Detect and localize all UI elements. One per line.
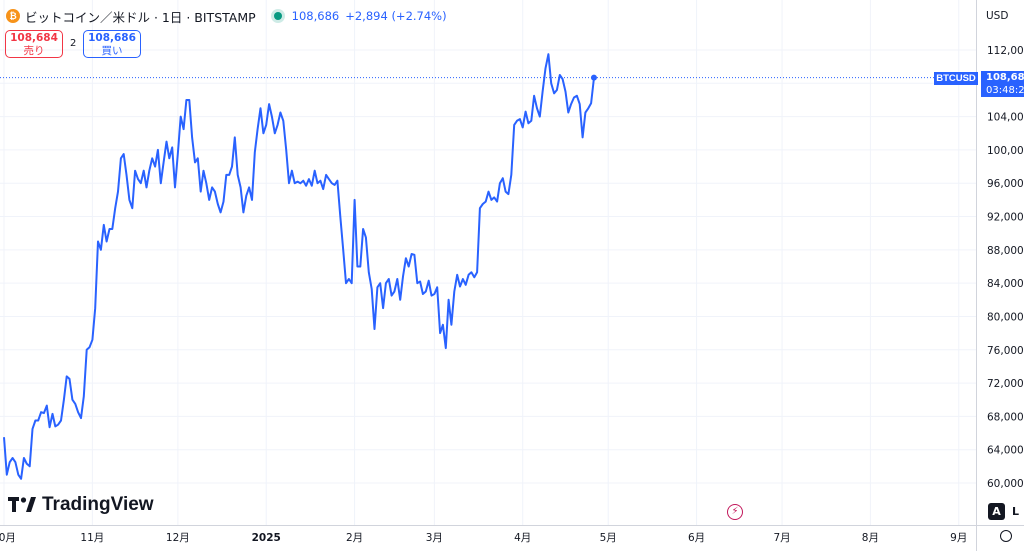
x-tick-label: 12月 <box>166 532 190 544</box>
x-tick-label: 9月 <box>950 532 967 544</box>
x-tick-label: 2月 <box>346 532 363 544</box>
y-tick-label: 88,000 <box>987 245 1024 257</box>
y-tick-label: 80,000 <box>987 311 1024 323</box>
market-open-icon <box>273 12 282 20</box>
x-tick-label: 3月 <box>426 532 443 544</box>
auto-scale-button[interactable]: A <box>988 503 1005 520</box>
y-tick-label: 96,000 <box>987 178 1024 190</box>
y-tick-label: 72,000 <box>987 378 1024 390</box>
y-tick-label: 112,000 <box>987 45 1024 57</box>
y-tick-label: 100,000 <box>987 145 1024 157</box>
x-tick-label: 7月 <box>773 532 790 544</box>
y-tick-label: 104,000 <box>987 112 1024 124</box>
price-change: +2,894 (+2.74%) <box>345 9 447 23</box>
symbol-title[interactable]: ビットコイン／米ドル · 1日 · BITSTAMP <box>25 9 256 25</box>
x-tick-label: 5月 <box>600 532 617 544</box>
flash-icon[interactable]: ⚡ <box>727 504 743 520</box>
time-axis[interactable]: 10月 11月 12月 2025 2月 3月 4月 5月 6月 7月 8月 9月 <box>0 525 1024 545</box>
x-tick-label: 4月 <box>514 532 531 544</box>
tradingview-logo[interactable]: TradingView <box>8 494 154 516</box>
current-price-label: 108,686 <box>986 72 1024 83</box>
y-tick-label: 64,000 <box>987 445 1024 457</box>
x-tick-label: 10月 <box>0 532 16 544</box>
currency-label[interactable]: USD <box>986 10 1009 22</box>
tradingview-logo-icon <box>8 497 36 512</box>
bitcoin-icon: ₿ <box>6 9 20 23</box>
spread-value: 2 <box>70 38 77 49</box>
last-price-point <box>590 74 597 81</box>
current-price-box: 108,686 03:48:2 <box>981 71 1024 97</box>
bar-countdown: 03:48:2 <box>986 85 1024 96</box>
sell-label: 売り <box>23 45 45 57</box>
symbol-header[interactable]: ₿ ビットコイン／米ドル · 1日 · BITSTAMP 108,686 +2,… <box>6 6 447 26</box>
symbol-price-tag: BTCUSD <box>934 72 978 85</box>
x-tick-label: 11月 <box>80 532 104 544</box>
last-value: 108,686 <box>291 9 340 23</box>
buy-label: 買い <box>101 45 123 57</box>
grid <box>0 0 976 525</box>
sell-button[interactable]: 108,684 売り <box>5 30 63 58</box>
y-tick-label: 92,000 <box>987 212 1024 224</box>
logo-text: TradingView <box>42 494 154 515</box>
buy-price: 108,686 <box>88 32 136 44</box>
y-tick-label: 60,000 <box>987 478 1024 490</box>
y-tick-label: 68,000 <box>987 411 1024 423</box>
sell-price: 108,684 <box>10 32 58 44</box>
price-series-line <box>3 53 595 480</box>
series-layer <box>0 53 976 480</box>
y-tick-label: 76,000 <box>987 345 1024 357</box>
buy-button[interactable]: 108,686 買い <box>83 30 141 58</box>
y-tick-label: 84,000 <box>987 278 1024 290</box>
log-scale-button[interactable]: L <box>1012 505 1020 518</box>
settings-icon[interactable] <box>1000 530 1012 542</box>
x-tick-label: 2025 <box>252 532 281 544</box>
x-tick-label: 6月 <box>688 532 705 544</box>
x-tick-label: 8月 <box>862 532 879 544</box>
